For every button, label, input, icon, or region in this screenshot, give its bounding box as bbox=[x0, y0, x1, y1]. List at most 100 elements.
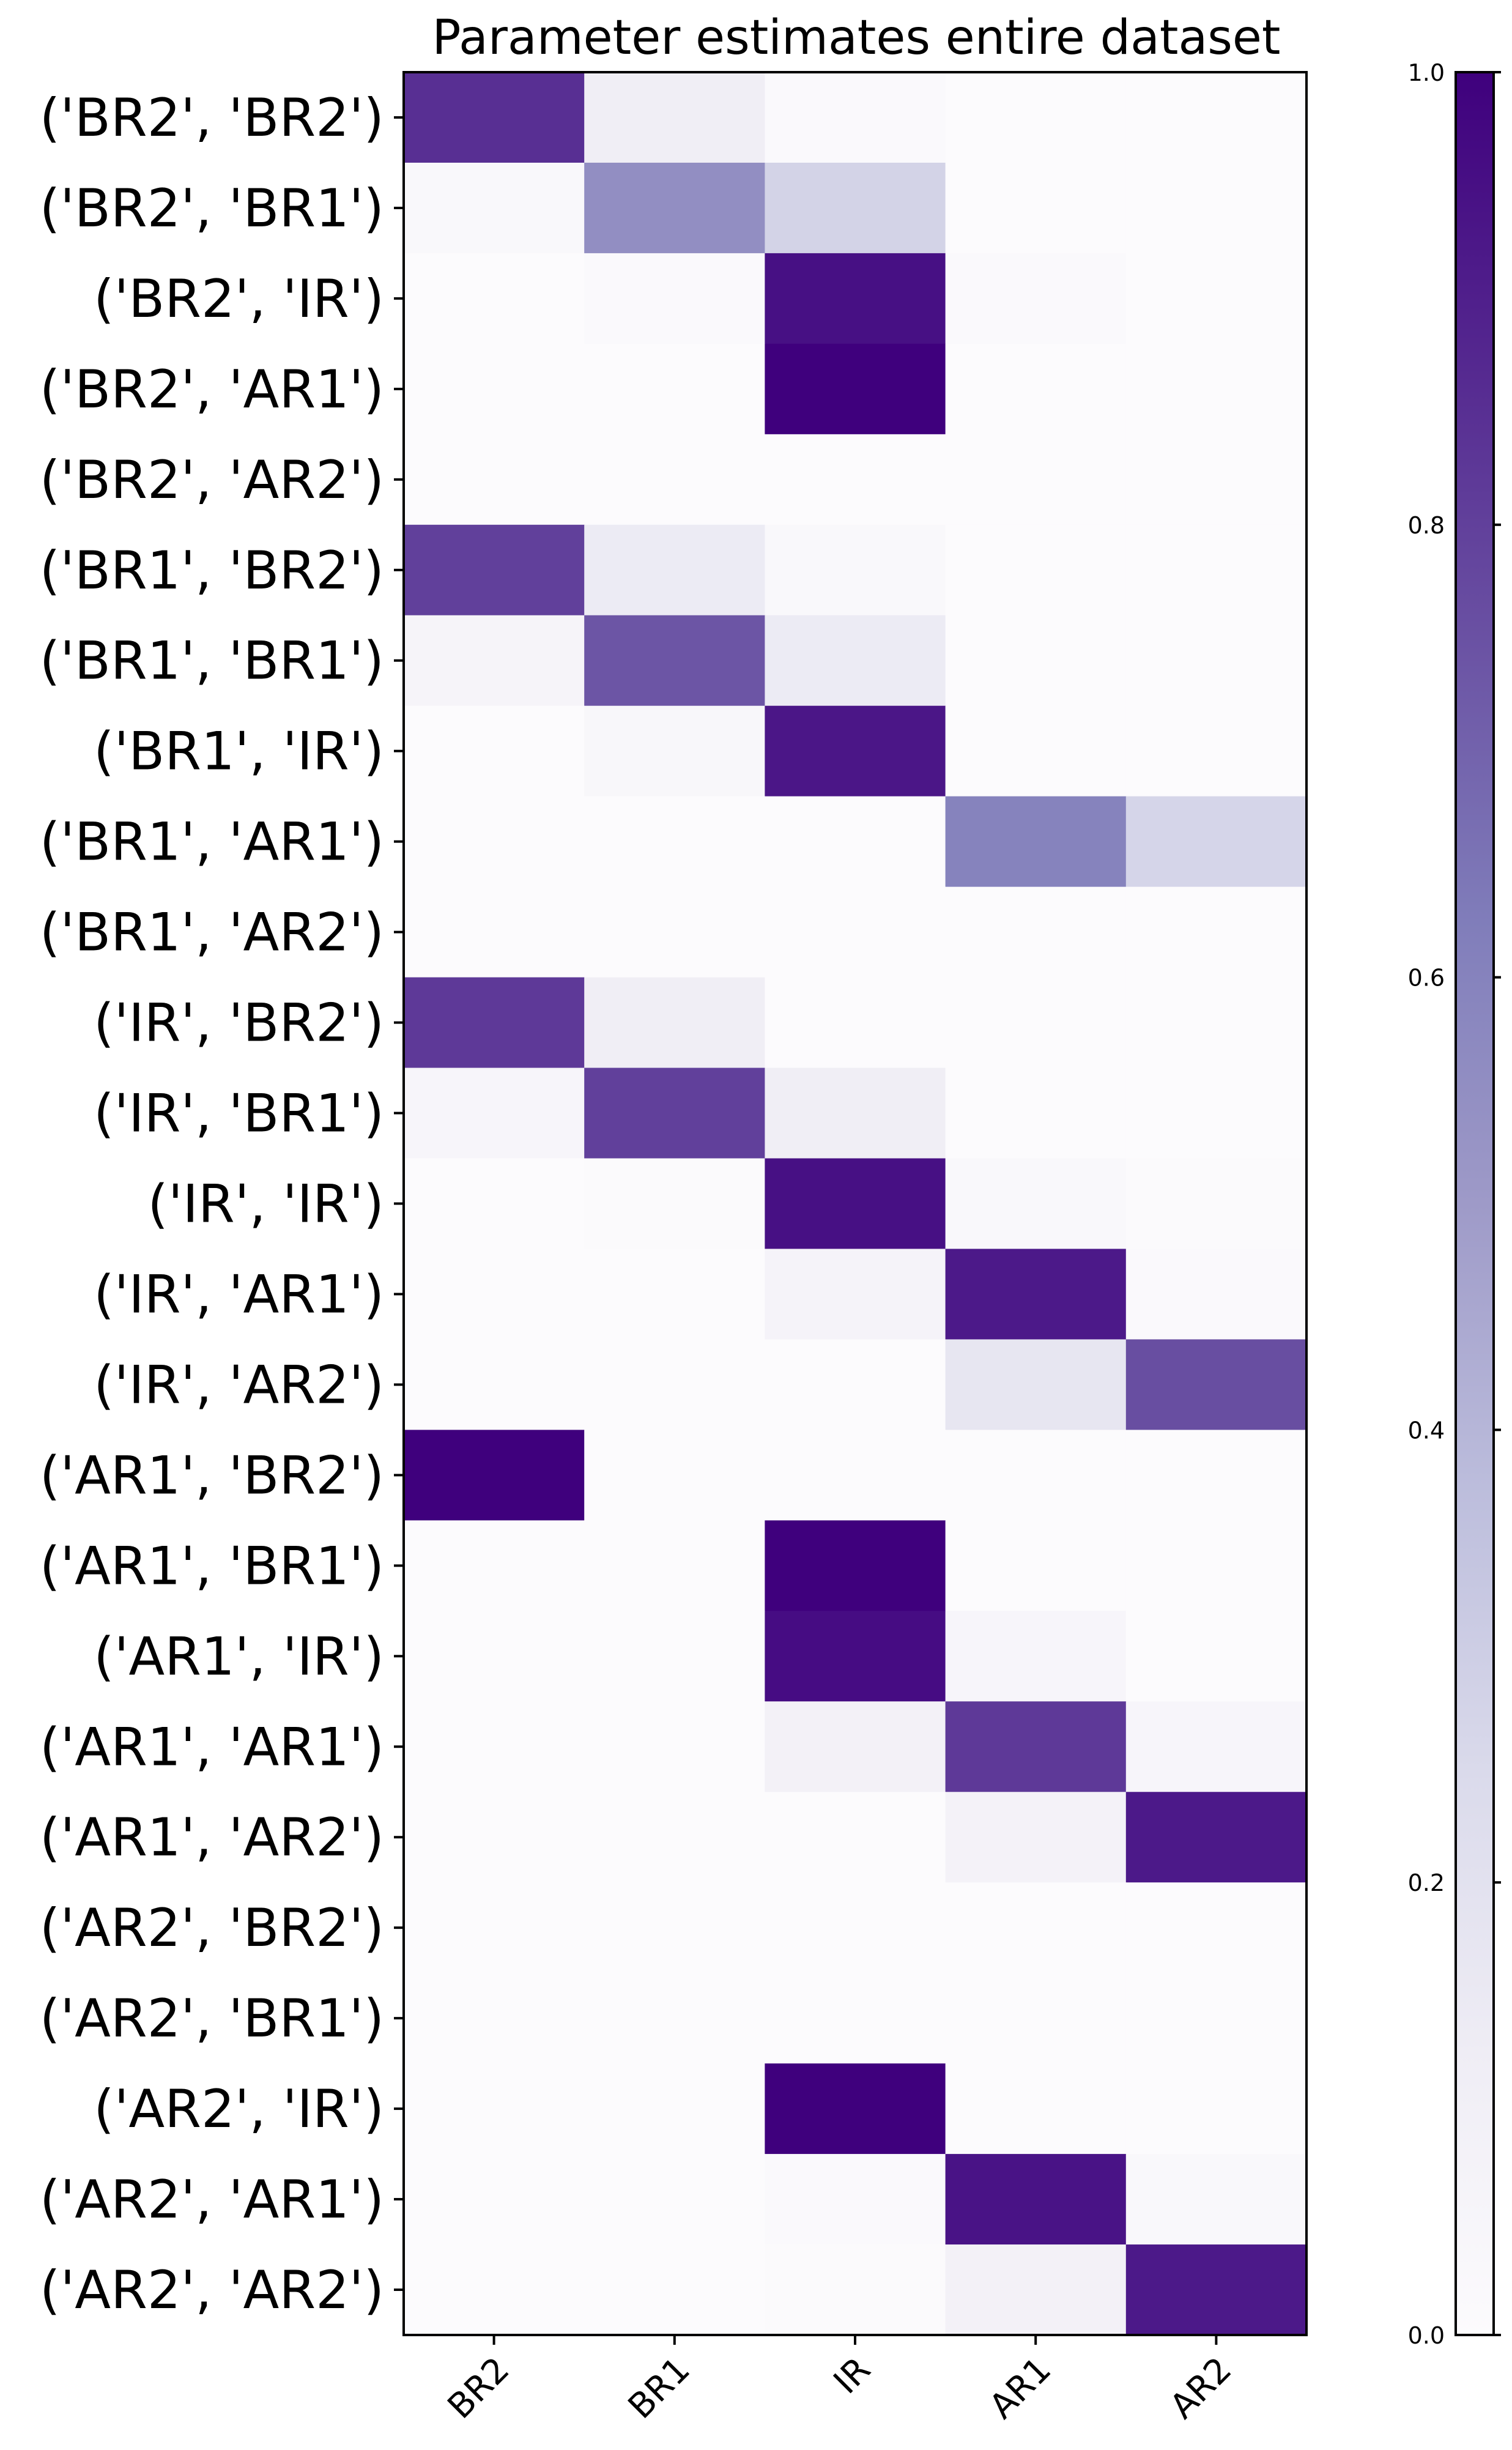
heatmap-cell bbox=[945, 1158, 1127, 1249]
heatmap-cell bbox=[584, 1520, 765, 1611]
heatmap-cell bbox=[1125, 2244, 1307, 2336]
heatmap-cell bbox=[945, 1249, 1127, 1340]
heatmap-cell bbox=[584, 524, 765, 616]
heatmap-cell bbox=[404, 1249, 585, 1340]
y-axis-labels: ('BR2', 'BR2') ('BR2', 'BR1') ('BR2', 'IR'… bbox=[40, 87, 404, 2321]
plot-frame bbox=[402, 71, 1308, 2336]
heatmap-cell bbox=[1125, 1067, 1307, 1159]
colorbar-tick-label: 0.0 bbox=[1408, 2322, 1445, 2349]
heatmap-cell bbox=[584, 2154, 765, 2245]
heatmap-cell bbox=[945, 615, 1127, 707]
heatmap-cell bbox=[404, 2154, 585, 2245]
heatmap-cell bbox=[404, 977, 585, 1069]
heatmap-cell bbox=[765, 886, 946, 978]
heatmap-cell bbox=[404, 1158, 585, 1249]
heatmap-cell bbox=[1125, 2063, 1307, 2155]
heatmap-cell bbox=[945, 796, 1127, 888]
colorbar-tick-label: 0.4 bbox=[1408, 1417, 1445, 1444]
heatmap-cell bbox=[1125, 343, 1307, 435]
heatmap-cell bbox=[945, 1430, 1127, 1521]
heatmap-cell bbox=[584, 253, 765, 344]
heatmap-cell bbox=[404, 1973, 585, 2064]
heatmap-cell bbox=[765, 1339, 946, 1430]
y-tick-label: ('IR', 'BR1') bbox=[94, 1083, 384, 1145]
heatmap-cell bbox=[584, 2063, 765, 2155]
heatmap-cell bbox=[1125, 705, 1307, 797]
heatmap-cell bbox=[584, 1611, 765, 1702]
heatmap-cell bbox=[1125, 796, 1307, 888]
heatmap-cell bbox=[765, 1882, 946, 1973]
y-tick-label: ('AR2', 'BR2') bbox=[40, 1898, 384, 1959]
heatmap-cell bbox=[945, 1792, 1127, 1883]
heatmap-cell bbox=[765, 343, 946, 435]
heatmap-cell bbox=[584, 1339, 765, 1430]
heatmap-cell bbox=[404, 72, 585, 163]
heatmap-cell bbox=[404, 1792, 585, 1883]
heatmap-cell bbox=[765, 1701, 946, 1792]
y-tick-label: ('AR1', 'AR2') bbox=[40, 1807, 384, 1868]
heatmap-cell bbox=[1125, 886, 1307, 978]
heatmap-cell bbox=[404, 524, 585, 616]
heatmap-cell bbox=[765, 1792, 946, 1883]
heatmap-cell bbox=[945, 2154, 1127, 2245]
heatmap-cell bbox=[404, 796, 585, 888]
heatmap-cell bbox=[765, 2063, 946, 2155]
heatmap-cell bbox=[584, 796, 765, 888]
y-tick-label: ('BR1', 'BR2') bbox=[40, 540, 384, 601]
heatmap-cell bbox=[584, 72, 765, 163]
heatmap-cell bbox=[1125, 1430, 1307, 1521]
heatmap-cell bbox=[404, 1611, 585, 1702]
heatmap-cell bbox=[945, 1973, 1127, 2064]
heatmap-cell bbox=[584, 1430, 765, 1521]
y-tick-label: ('IR', 'AR2') bbox=[94, 1354, 384, 1416]
y-tick-label: ('AR1', 'IR') bbox=[94, 1626, 384, 1687]
colorbar bbox=[1455, 71, 1495, 2336]
y-tick-label: ('AR2', 'AR1') bbox=[40, 2169, 384, 2230]
heatmap-cell bbox=[584, 434, 765, 525]
heatmap-cell bbox=[584, 1792, 765, 1883]
heatmap-cell bbox=[1125, 1339, 1307, 1430]
heatmap-cell bbox=[945, 2063, 1127, 2155]
heatmap-cell bbox=[765, 162, 946, 254]
y-tick-label: ('BR2', 'BR2') bbox=[40, 87, 384, 149]
heatmap-cell bbox=[1125, 1701, 1307, 1792]
heatmap-cell bbox=[945, 253, 1127, 344]
y-tick-label: ('BR1', 'BR1') bbox=[40, 631, 384, 692]
y-tick-label: ('AR1', 'BR1') bbox=[40, 1535, 384, 1597]
heatmap-cell bbox=[1125, 1249, 1307, 1340]
heatmap-cell bbox=[765, 524, 946, 616]
heatmap-cell bbox=[765, 2154, 946, 2245]
heatmap-cell bbox=[584, 615, 765, 707]
heatmap-cell bbox=[1125, 2154, 1307, 2245]
heatmap-cell bbox=[1125, 253, 1307, 344]
heatmap-cell bbox=[945, 705, 1127, 797]
y-tick-label: ('IR', 'BR2') bbox=[94, 993, 384, 1054]
heatmap-cell bbox=[765, 977, 946, 1069]
heatmap-cell bbox=[584, 705, 765, 797]
heatmap-cell bbox=[404, 253, 585, 344]
x-tick-label: AR2 bbox=[1163, 2350, 1240, 2427]
heatmap-cell bbox=[584, 343, 765, 435]
heatmap-cell bbox=[1125, 162, 1307, 254]
heatmap-cell bbox=[765, 1430, 946, 1521]
heatmap-cells bbox=[404, 72, 1307, 2336]
heatmap-cell bbox=[945, 1339, 1127, 1430]
heatmap-cell bbox=[404, 343, 585, 435]
heatmap-cell bbox=[404, 615, 585, 707]
y-tick-label: ('AR2', 'AR2') bbox=[40, 2260, 384, 2321]
heatmap-cell bbox=[945, 1520, 1127, 1611]
colorbar-tick-label: 0.6 bbox=[1408, 965, 1445, 992]
heatmap-cell bbox=[584, 1249, 765, 1340]
heatmap-cell bbox=[945, 886, 1127, 978]
chart-title: Parameter estimates entire dataset bbox=[432, 10, 1281, 65]
y-tick-label: ('AR1', 'BR2') bbox=[40, 1445, 384, 1506]
heatmap-cell bbox=[1125, 524, 1307, 616]
heatmap-cell bbox=[584, 886, 765, 978]
heatmap-cell bbox=[404, 162, 585, 254]
heatmap-cell bbox=[945, 434, 1127, 525]
heatmap-cell bbox=[945, 1611, 1127, 1702]
heatmap-cell bbox=[1125, 1158, 1307, 1249]
x-tick-label: BR1 bbox=[621, 2350, 698, 2427]
heatmap-cell bbox=[945, 2244, 1127, 2336]
